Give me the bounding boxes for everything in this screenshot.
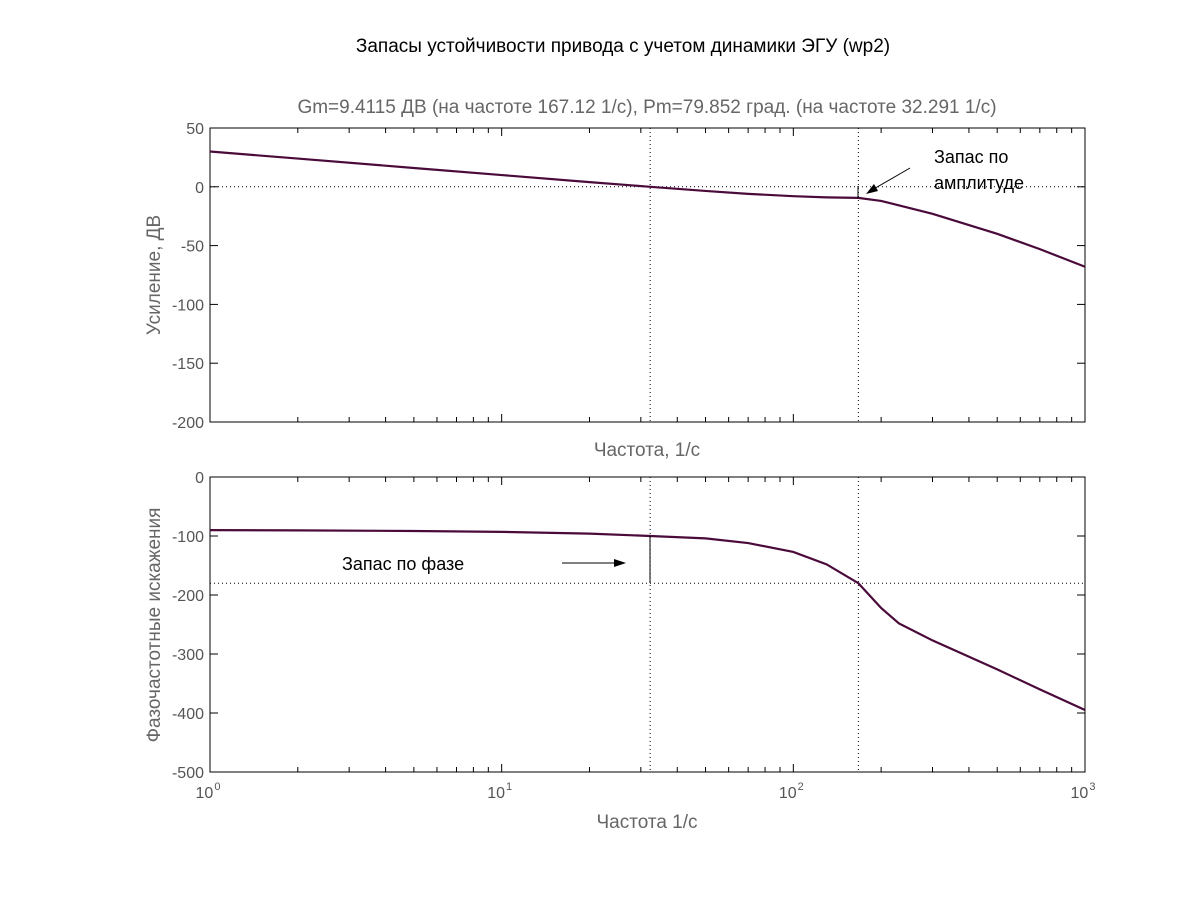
gain-margin-arrowhead xyxy=(866,184,878,194)
phase-y-ticks: 0 -100 -200 -300 -400 -500 xyxy=(172,470,1085,782)
y-tick-label: -200 xyxy=(172,415,204,432)
x-tick-label-base: 10 xyxy=(779,785,797,802)
x-tick-label-base: 10 xyxy=(487,785,505,802)
x-tick-label-exponent: 0 xyxy=(214,781,220,793)
margins-subtitle: Gm=9.4115 ДВ (на частоте 167.12 1/с), Pm… xyxy=(297,97,996,118)
magnitude-curve xyxy=(209,150,1086,268)
magnitude-reference-lines xyxy=(210,128,1085,422)
magnitude-plot: 50 0 -50 -100 -150 -200 Запас по амплитуде Ча… xyxy=(144,121,1086,461)
magnitude-axes-frame xyxy=(209,127,1086,423)
magnitude-x-axis-label: Частота, 1/с xyxy=(594,440,700,461)
y-tick-label: -100 xyxy=(172,297,204,314)
y-tick-label: -500 xyxy=(172,765,204,782)
magnitude-y-ticks: 50 0 -50 -100 -150 -200 xyxy=(172,121,1085,432)
phase-curve xyxy=(209,529,1086,712)
phase-x-ticks xyxy=(297,477,1073,772)
y-tick-label: 50 xyxy=(186,121,204,138)
gain-margin-arrow xyxy=(871,167,911,191)
x-tick-label: 102 xyxy=(779,781,804,802)
x-tick-label-exponent: 1 xyxy=(506,781,512,793)
phase-x-tick-labels: 100 101 102 103 xyxy=(196,781,1096,802)
y-tick-label: -200 xyxy=(172,588,204,605)
y-tick-label: 0 xyxy=(195,180,204,197)
x-tick-label-base: 10 xyxy=(1071,785,1089,802)
y-tick-label: -50 xyxy=(181,239,204,256)
y-tick-label: -300 xyxy=(172,647,204,664)
phase-plot: 0-100-200-300-400-500 Запас по фазе 100 1… xyxy=(144,470,1095,833)
x-tick-label-exponent: 2 xyxy=(798,781,804,793)
y-tick-label: 0 xyxy=(195,470,204,487)
x-tick-label-exponent: 3 xyxy=(1089,781,1095,793)
phase-axes-frame xyxy=(209,476,1086,773)
gain-margin-label-line2: амплитуде xyxy=(934,173,1024,193)
phase-y-axis-label: Фазочастотные искажения xyxy=(144,508,165,743)
magnitude-y-axis-label: Усиление, ДВ xyxy=(144,215,165,335)
x-tick-label-base: 10 xyxy=(196,785,214,802)
y-tick-label: -150 xyxy=(172,356,204,373)
y-tick-label: -100 xyxy=(172,529,204,546)
phase-margin-label: Запас по фазе xyxy=(342,554,464,574)
x-tick-label: 103 xyxy=(1071,781,1096,802)
magnitude-x-ticks xyxy=(297,128,1073,422)
x-tick-label: 101 xyxy=(487,781,512,802)
x-tick-label: 100 xyxy=(196,781,221,802)
y-tick-label: -400 xyxy=(172,706,204,723)
phase-margin-arrowhead xyxy=(614,559,626,567)
phase-x-axis-label: Частота 1/с xyxy=(596,812,697,833)
gain-margin-label-line1: Запас по xyxy=(934,147,1008,167)
figure-title: Запасы устойчивости привода с учетом дин… xyxy=(356,36,890,57)
